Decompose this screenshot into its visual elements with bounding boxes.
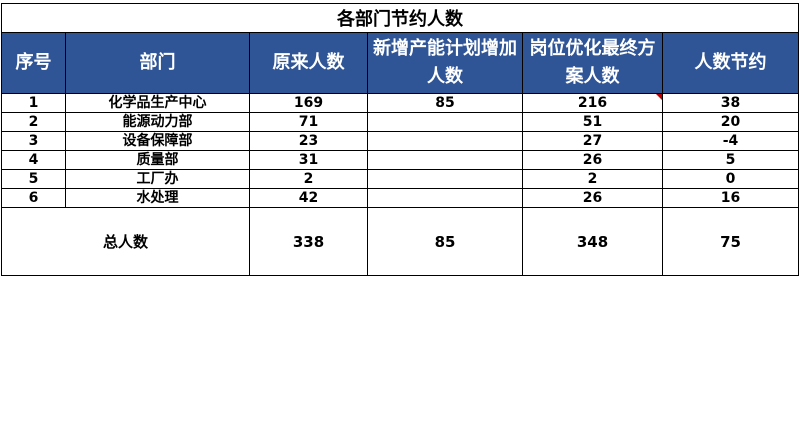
total-final: 348 <box>522 207 663 276</box>
table-row: 3 设备保障部 23 27 -4 <box>1 131 800 151</box>
cell-dept: 质量部 <box>65 150 250 170</box>
cell-final: 26 <box>522 150 663 170</box>
cell-dept: 化学品生产中心 <box>65 93 250 113</box>
cell-added <box>367 150 523 170</box>
cell-dept: 工厂办 <box>65 169 250 189</box>
cell-final: 26 <box>522 188 663 208</box>
cell-final: 216 <box>522 93 663 113</box>
table-row: 6 水处理 42 26 16 <box>1 188 800 208</box>
total-added: 85 <box>367 207 523 276</box>
header-dept: 部门 <box>65 32 250 94</box>
header-added-count: 新增产能计划增加人数 <box>367 32 523 94</box>
cell-saved: 0 <box>661 169 800 189</box>
table-title: 各部门节约人数 <box>0 3 800 33</box>
cell-seq: 3 <box>1 131 66 151</box>
cell-original: 2 <box>249 169 368 189</box>
cell-saved: 5 <box>661 150 800 170</box>
cell-saved: -4 <box>661 131 800 151</box>
total-saved: 75 <box>661 207 800 276</box>
cell-saved: 20 <box>661 112 800 132</box>
total-row: 总人数 338 85 348 75 <box>1 207 800 276</box>
table-row: 1 化学品生产中心 169 85 216 38 <box>1 93 800 113</box>
cell-seq: 5 <box>1 169 66 189</box>
total-original: 338 <box>249 207 368 276</box>
header-seq: 序号 <box>1 32 66 94</box>
cell-added <box>367 188 523 208</box>
cell-final: 27 <box>522 131 663 151</box>
cell-dept: 设备保障部 <box>65 131 250 151</box>
cell-saved: 16 <box>661 188 800 208</box>
cell-added <box>367 131 523 151</box>
table-row: 4 质量部 31 26 5 <box>1 150 800 170</box>
cell-final: 2 <box>522 169 663 189</box>
cell-original: 42 <box>249 188 368 208</box>
cell-original: 169 <box>249 93 368 113</box>
cell-seq: 4 <box>1 150 66 170</box>
table-row: 2 能源动力部 71 51 20 <box>1 112 800 132</box>
cell-dept: 能源动力部 <box>65 112 250 132</box>
total-label: 总人数 <box>1 207 250 276</box>
cell-original: 31 <box>249 150 368 170</box>
cell-final: 51 <box>522 112 663 132</box>
header-final-count: 岗位优化最终方案人数 <box>522 32 663 94</box>
cell-original: 71 <box>249 112 368 132</box>
cell-saved: 38 <box>661 93 800 113</box>
cell-seq: 1 <box>1 93 66 113</box>
cell-added: 85 <box>367 93 523 113</box>
table-row: 5 工厂办 2 2 0 <box>1 169 800 189</box>
cell-seq: 2 <box>1 112 66 132</box>
cell-dept: 水处理 <box>65 188 250 208</box>
header-saved-count: 人数节约 <box>661 32 800 94</box>
cell-added <box>367 169 523 189</box>
cell-seq: 6 <box>1 188 66 208</box>
cell-added <box>367 112 523 132</box>
header-original-count: 原来人数 <box>249 32 368 94</box>
savings-table: 各部门节约人数 序号 部门 原来人数 新增产能计划增加人数 岗位优化最终方案人数… <box>0 3 800 276</box>
cell-original: 23 <box>249 131 368 151</box>
